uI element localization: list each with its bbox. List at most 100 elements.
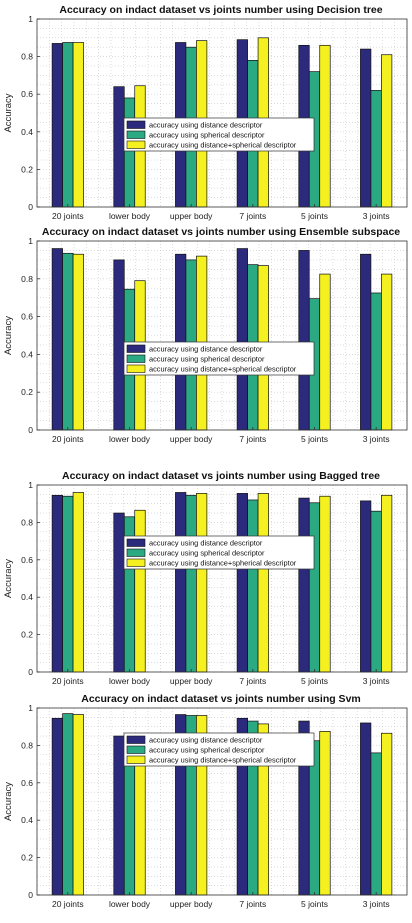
bar-spherical (62, 713, 74, 896)
y-tick-label: 0.4 (21, 592, 33, 602)
legend-swatch (126, 548, 146, 557)
x-tick-label: 20 joints (52, 899, 84, 909)
legend-label: accuracy using spherical descriptor (149, 549, 265, 558)
bar-spherical (370, 752, 382, 896)
axes-box (36, 707, 408, 896)
legend-swatch (126, 538, 146, 547)
bar-combined (381, 273, 393, 431)
bar-spherical (247, 499, 259, 673)
bar-spherical (62, 495, 74, 673)
bar-spherical (62, 42, 74, 208)
x-tick-label: 5 joints (301, 676, 328, 686)
bar-combined (72, 42, 84, 208)
x-tick-label: lower body (109, 211, 151, 221)
bar-distance (236, 493, 248, 673)
x-tick-label: lower body (109, 899, 151, 909)
bar-combined (319, 44, 331, 208)
bar-distance (175, 492, 187, 673)
y-tick-label: 0 (28, 425, 33, 435)
legend-label: accuracy using spherical descriptor (149, 746, 265, 755)
bar-distance (236, 248, 248, 431)
bar-spherical (123, 97, 136, 208)
y-tick-label: 1 (28, 236, 33, 246)
legend-label: accuracy using distance descriptor (149, 539, 263, 548)
legend-swatch (126, 745, 146, 754)
legend-swatch (126, 120, 146, 129)
bar-distance (113, 259, 125, 431)
axes-box (36, 484, 408, 673)
ensemble-subspace-chart: 0 0.2 0.4 0.6 0.8 1 20 joints lower body upper b… (3, 226, 408, 444)
bar-distance (298, 497, 310, 673)
bar-combined (72, 714, 84, 896)
bar-spherical (185, 494, 197, 673)
y-tick-label: 0 (28, 202, 33, 212)
decision-tree-chart: 0 0.2 0.4 0.6 0.8 1 20 joints lower body upper b… (3, 4, 408, 221)
y-axis-label: Accuracy (3, 559, 14, 598)
bar-combined (319, 495, 331, 673)
bar-distance (113, 735, 125, 896)
legend-box (123, 341, 315, 376)
y-tick-label: 0.6 (21, 778, 33, 788)
legend: accuracy using distance descriptoraccura… (123, 732, 315, 767)
chart-title: Accuracy on indact dataset vs joints num… (59, 4, 382, 16)
bar-distance (51, 248, 63, 431)
x-tick-label: upper body (170, 676, 213, 686)
bars (51, 492, 393, 673)
x-tick-label: 20 joints (52, 211, 84, 221)
bar-distance (113, 512, 125, 673)
y-tick-label: 1 (28, 14, 33, 24)
bar-distance (51, 717, 63, 896)
legend-label: accuracy using distance+spherical descri… (149, 756, 297, 765)
x-tick-label: 3 joints (363, 899, 390, 909)
y-tick-label: 1 (28, 703, 33, 713)
bar-combined (381, 732, 393, 896)
y-tick-label: 0.2 (21, 164, 33, 174)
legend-label: accuracy using distance+spherical descri… (149, 141, 297, 150)
bagged-tree-chart: 0 0.2 0.4 0.6 0.8 1 20 joints lower body upper b… (3, 470, 408, 686)
y-tick-label: 0 (28, 890, 33, 900)
legend-label: accuracy using spherical descriptor (149, 131, 265, 140)
bar-distance (360, 48, 372, 208)
bar-combined (319, 731, 331, 896)
bar-spherical (370, 510, 382, 673)
axes-box (36, 18, 408, 208)
legend-label: accuracy using distance+spherical descri… (149, 365, 297, 374)
x-tick-label: 5 joints (301, 434, 328, 444)
legend-box (123, 117, 315, 152)
legend-box (123, 535, 315, 570)
bar-distance (360, 722, 372, 896)
bar-combined (72, 492, 84, 673)
legend-label: accuracy using distance descriptor (149, 345, 263, 354)
x-tick-label: 3 joints (363, 434, 390, 444)
chart-title: Accuracy on indact dataset vs joints num… (62, 470, 380, 482)
x-tick-label: 20 joints (52, 434, 84, 444)
x-tick-label: 3 joints (363, 676, 390, 686)
chart-title: Accuracy on indact dataset vs joints num… (81, 693, 361, 705)
legend-swatch (126, 364, 146, 373)
y-tick-label: 0.8 (21, 274, 33, 284)
legend: accuracy using distance descriptoraccura… (123, 535, 315, 570)
x-tick-label: 7 joints (239, 211, 266, 221)
bar-combined (196, 493, 208, 673)
bar-combined (381, 54, 393, 208)
bar-distance (360, 500, 372, 673)
legend-swatch (126, 354, 146, 363)
plot-area (37, 241, 407, 430)
x-tick-label: 3 joints (363, 211, 390, 221)
bar-distance (360, 253, 372, 431)
bar-spherical (370, 90, 382, 208)
y-tick-label: 0.6 (21, 312, 33, 322)
legend-swatch (126, 130, 146, 139)
legend-label: accuracy using distance descriptor (149, 121, 263, 130)
legend-swatch (126, 735, 146, 744)
svm-chart: 0 0.2 0.4 0.6 0.8 1 20 joints lower body upper b… (3, 693, 408, 909)
bar-distance (113, 86, 125, 208)
bar-combined (257, 493, 269, 673)
y-tick-label: 0.2 (21, 853, 33, 863)
y-tick-label: 0 (28, 667, 33, 677)
legend-swatch (126, 344, 146, 353)
y-axis-label: Accuracy (3, 316, 14, 355)
bar-combined (381, 494, 393, 673)
y-tick-label: 0.2 (21, 387, 33, 397)
x-tick-label: lower body (109, 434, 151, 444)
